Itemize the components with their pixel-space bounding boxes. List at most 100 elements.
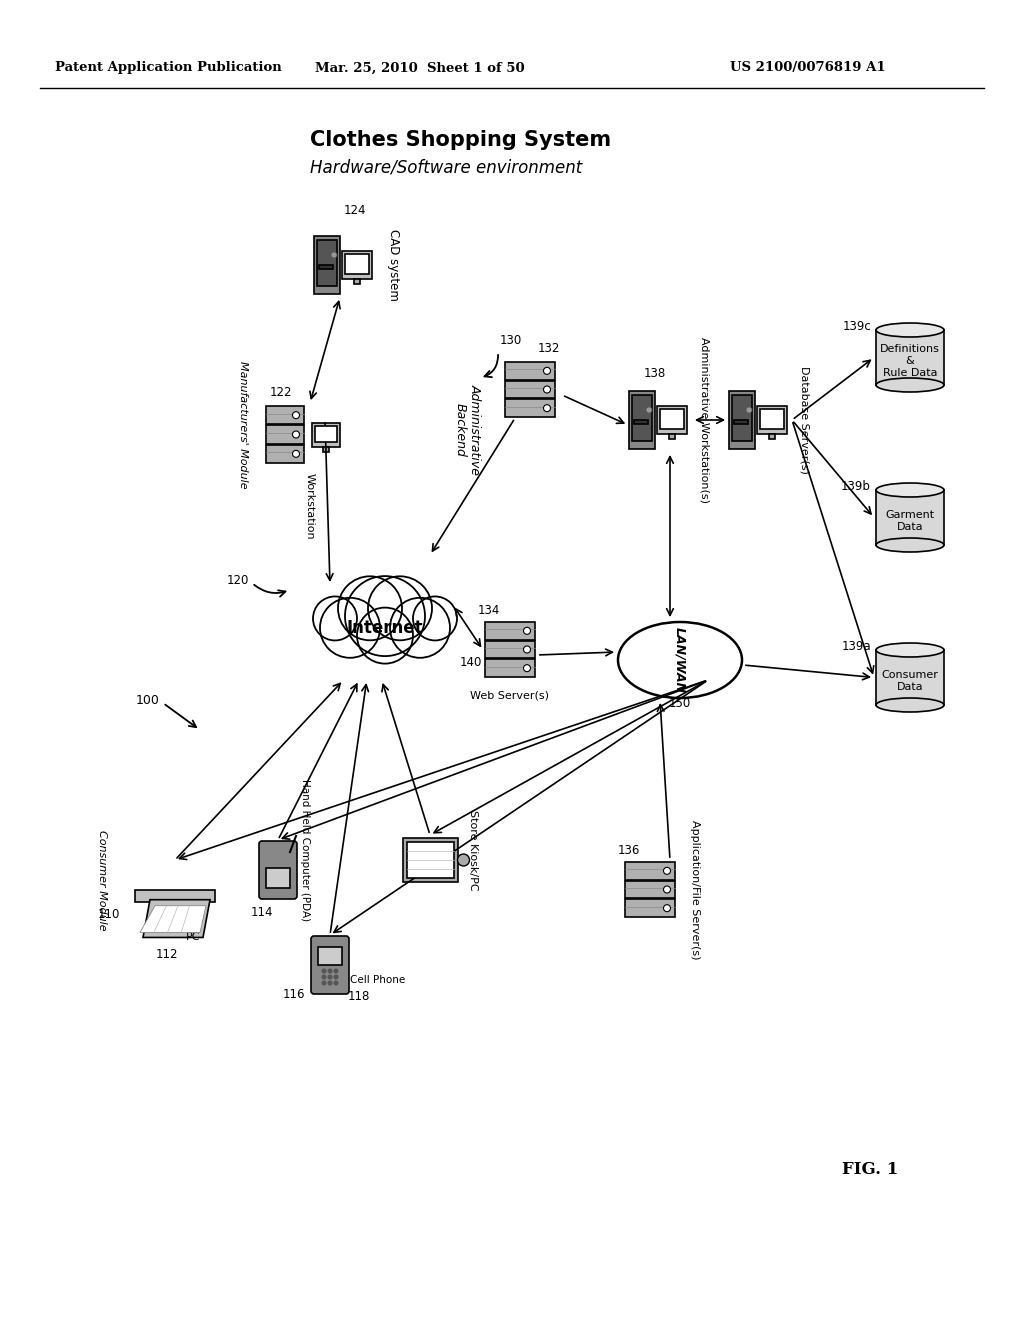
Text: Definitions
&
Rule Data: Definitions & Rule Data [880, 345, 940, 378]
Circle shape [664, 886, 671, 894]
Circle shape [664, 904, 671, 912]
Bar [485, 622, 535, 640]
Bar [319, 265, 333, 269]
Bar [876, 649, 944, 705]
Circle shape [357, 607, 413, 664]
Circle shape [523, 627, 530, 635]
Text: Administrative
Backend: Administrative Backend [454, 384, 482, 475]
Bar [342, 251, 372, 279]
Ellipse shape [876, 643, 944, 657]
Ellipse shape [618, 622, 742, 698]
Bar [315, 426, 337, 442]
Bar [312, 422, 340, 447]
Circle shape [646, 407, 652, 413]
Circle shape [293, 412, 299, 418]
Bar [485, 640, 535, 659]
Text: Internet: Internet [347, 619, 423, 638]
Circle shape [390, 598, 450, 657]
Text: 120: 120 [226, 573, 249, 586]
Bar [505, 362, 555, 380]
Text: Consumer
Data: Consumer Data [882, 671, 938, 692]
Bar [625, 899, 675, 917]
Text: 112: 112 [156, 948, 178, 961]
Circle shape [334, 969, 338, 973]
Text: Web Server(s): Web Server(s) [470, 690, 550, 700]
Bar [317, 240, 337, 286]
Circle shape [329, 969, 332, 973]
Text: 139b: 139b [841, 479, 871, 492]
Circle shape [664, 867, 671, 874]
Circle shape [746, 407, 752, 413]
Text: Clothes Shopping System: Clothes Shopping System [310, 129, 611, 150]
Text: Patent Application Publication: Patent Application Publication [55, 62, 282, 74]
Text: 136: 136 [617, 843, 640, 857]
Bar [505, 380, 555, 399]
Circle shape [323, 981, 326, 985]
Bar [266, 425, 304, 444]
Bar [135, 890, 215, 902]
Circle shape [319, 598, 380, 657]
Text: 122: 122 [269, 387, 292, 400]
Bar [354, 279, 360, 284]
Text: 110: 110 [97, 908, 120, 921]
Circle shape [368, 577, 432, 640]
Bar [505, 400, 555, 417]
Bar [345, 253, 369, 275]
Bar [729, 391, 755, 449]
Bar [629, 391, 655, 449]
Bar [407, 842, 454, 878]
Bar [266, 407, 304, 424]
Circle shape [338, 577, 402, 640]
Polygon shape [140, 906, 206, 932]
Circle shape [313, 597, 357, 640]
Bar [876, 490, 944, 545]
Circle shape [331, 252, 337, 257]
Circle shape [413, 597, 457, 640]
Text: Application/File Server(s): Application/File Server(s) [690, 820, 700, 960]
Bar [625, 862, 675, 879]
Text: 132: 132 [538, 342, 560, 355]
Text: Mar. 25, 2010  Sheet 1 of 50: Mar. 25, 2010 Sheet 1 of 50 [315, 62, 525, 74]
Text: Database Server(s): Database Server(s) [800, 366, 810, 474]
Text: Garment
Data: Garment Data [886, 511, 935, 532]
Bar [318, 946, 342, 965]
Circle shape [345, 576, 425, 656]
Circle shape [323, 975, 326, 979]
Bar [876, 330, 944, 385]
Circle shape [334, 975, 338, 979]
Bar [757, 407, 787, 434]
Bar [657, 407, 687, 434]
Bar [314, 236, 340, 294]
Ellipse shape [876, 378, 944, 392]
Bar [323, 447, 329, 451]
Ellipse shape [876, 539, 944, 552]
Text: 114: 114 [251, 906, 273, 919]
Polygon shape [143, 900, 210, 937]
Circle shape [329, 975, 332, 979]
Bar [769, 434, 775, 440]
Circle shape [523, 645, 530, 653]
Bar [632, 395, 652, 441]
Circle shape [544, 367, 551, 375]
Bar [266, 445, 304, 463]
Bar [660, 409, 684, 429]
Text: PC: PC [185, 932, 201, 942]
Text: 100: 100 [136, 693, 160, 706]
Circle shape [458, 854, 469, 866]
Bar [402, 838, 458, 882]
Text: 130: 130 [500, 334, 522, 346]
Bar [266, 869, 290, 888]
Circle shape [523, 665, 530, 672]
Text: Manufacturers' Module: Manufacturers' Module [238, 362, 248, 488]
Circle shape [334, 981, 338, 985]
Bar [732, 395, 752, 441]
Text: 139c: 139c [843, 319, 871, 333]
Circle shape [544, 405, 551, 412]
Text: 118: 118 [348, 990, 371, 1003]
Circle shape [293, 450, 299, 457]
Text: 124: 124 [344, 205, 367, 216]
Circle shape [323, 969, 326, 973]
Bar [669, 434, 675, 440]
Text: Hand Held Computer (PDA): Hand Held Computer (PDA) [300, 779, 310, 921]
Text: FIG. 1: FIG. 1 [842, 1162, 898, 1179]
